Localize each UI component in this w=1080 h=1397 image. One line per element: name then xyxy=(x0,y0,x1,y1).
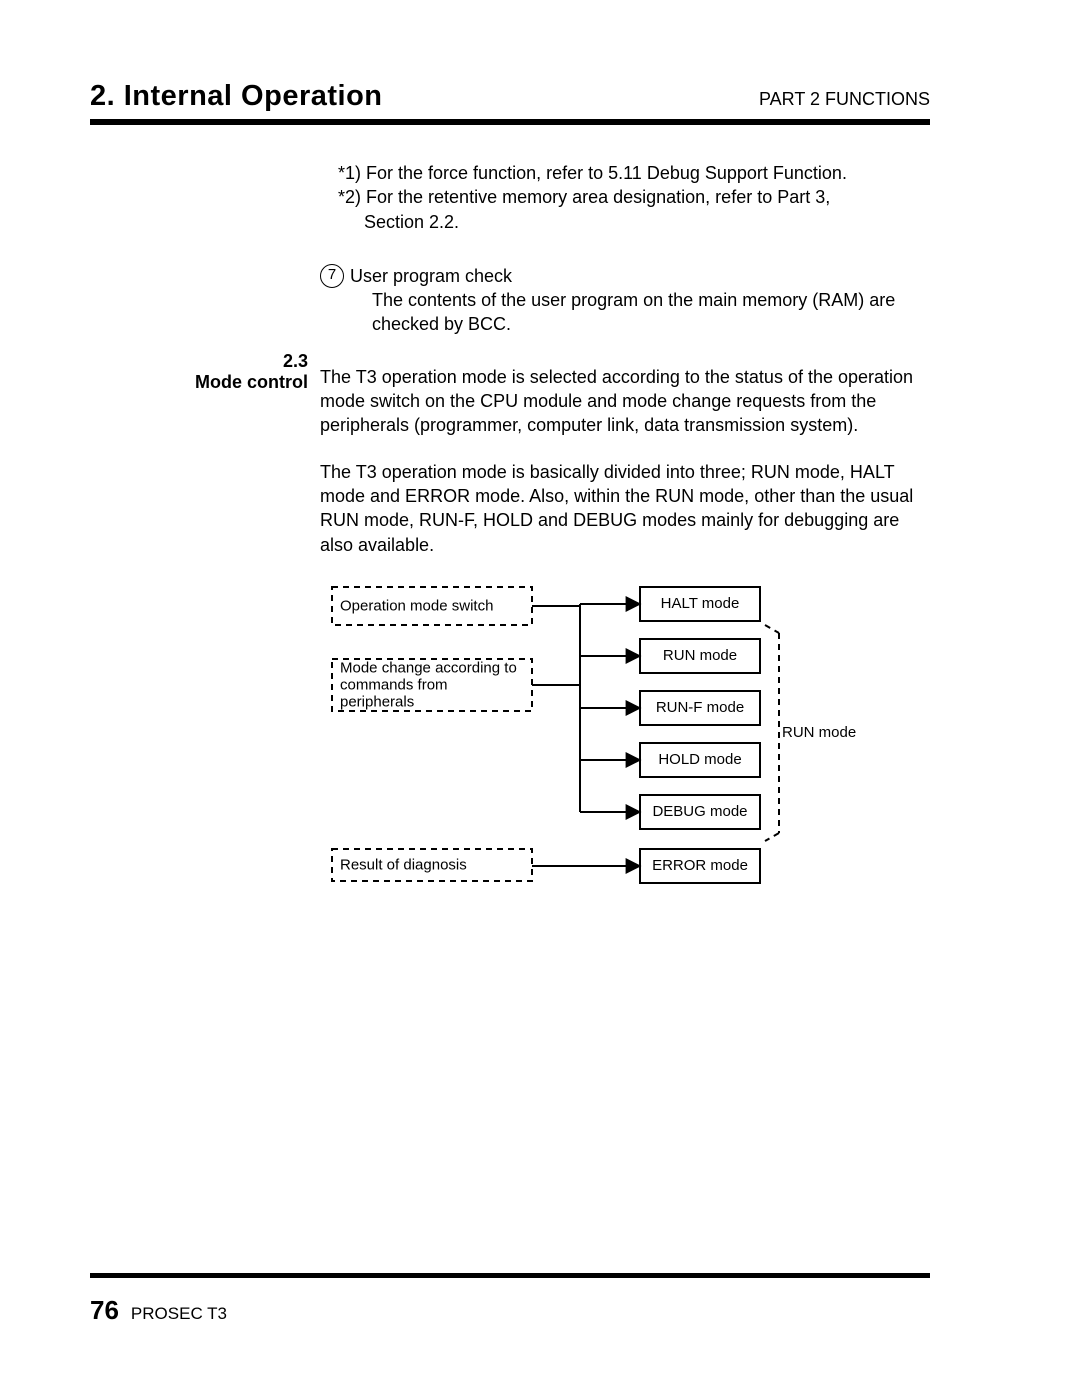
svg-text:RUN-F mode: RUN-F mode xyxy=(656,699,744,716)
section-title: Mode control xyxy=(90,372,308,393)
mode-diagram-svg: Operation mode switch Mode change accordi… xyxy=(320,579,860,899)
footnote-2b: Section 2.2. xyxy=(338,210,930,234)
svg-text:Mode change according to: Mode change according to xyxy=(340,659,517,676)
page-header: 2. Internal Operation PART 2 FUNCTIONS xyxy=(90,80,930,113)
numbered-item: 7 User program check The contents of the… xyxy=(320,264,930,337)
svg-text:commands from: commands from xyxy=(340,676,448,693)
svg-text:HOLD mode: HOLD mode xyxy=(658,751,741,768)
header-rule xyxy=(90,119,930,125)
section-sidebar: 2.3 Mode control xyxy=(90,351,320,393)
svg-text:RUN mode: RUN mode xyxy=(663,647,737,664)
svg-text:Operation mode switch: Operation mode switch xyxy=(340,597,493,614)
part-label: PART 2 FUNCTIONS xyxy=(759,89,930,110)
svg-text:HALT mode: HALT mode xyxy=(661,595,740,612)
section-para-2: The T3 operation mode is basically divid… xyxy=(320,460,930,557)
svg-text:RUN mode: RUN mode xyxy=(782,724,856,741)
footer-label: PROSEC T3 xyxy=(131,1304,227,1324)
section-para-1: The T3 operation mode is selected accord… xyxy=(320,365,930,438)
footnote-1: *1) For the force function, refer to 5.1… xyxy=(338,161,930,185)
footnotes: *1) For the force function, refer to 5.1… xyxy=(338,161,930,234)
item-title: User program check xyxy=(350,264,930,288)
page-number: 76 xyxy=(90,1295,119,1326)
svg-text:ERROR mode: ERROR mode xyxy=(652,857,748,874)
svg-text:Result of diagnosis: Result of diagnosis xyxy=(340,856,467,873)
item-description: The contents of the user program on the … xyxy=(350,288,930,337)
svg-text:DEBUG mode: DEBUG mode xyxy=(652,803,747,820)
footnote-2a: *2) For the retentive memory area design… xyxy=(338,185,930,209)
footer-rule xyxy=(90,1273,930,1278)
section-number: 2.3 xyxy=(90,351,308,372)
page-footer: 76 PROSEC T3 xyxy=(90,1295,227,1326)
circled-number-icon: 7 xyxy=(320,264,344,288)
chapter-title: 2. Internal Operation xyxy=(90,80,383,113)
svg-text:peripherals: peripherals xyxy=(340,693,414,710)
mode-diagram: Operation mode switch Mode change accordi… xyxy=(320,579,930,899)
